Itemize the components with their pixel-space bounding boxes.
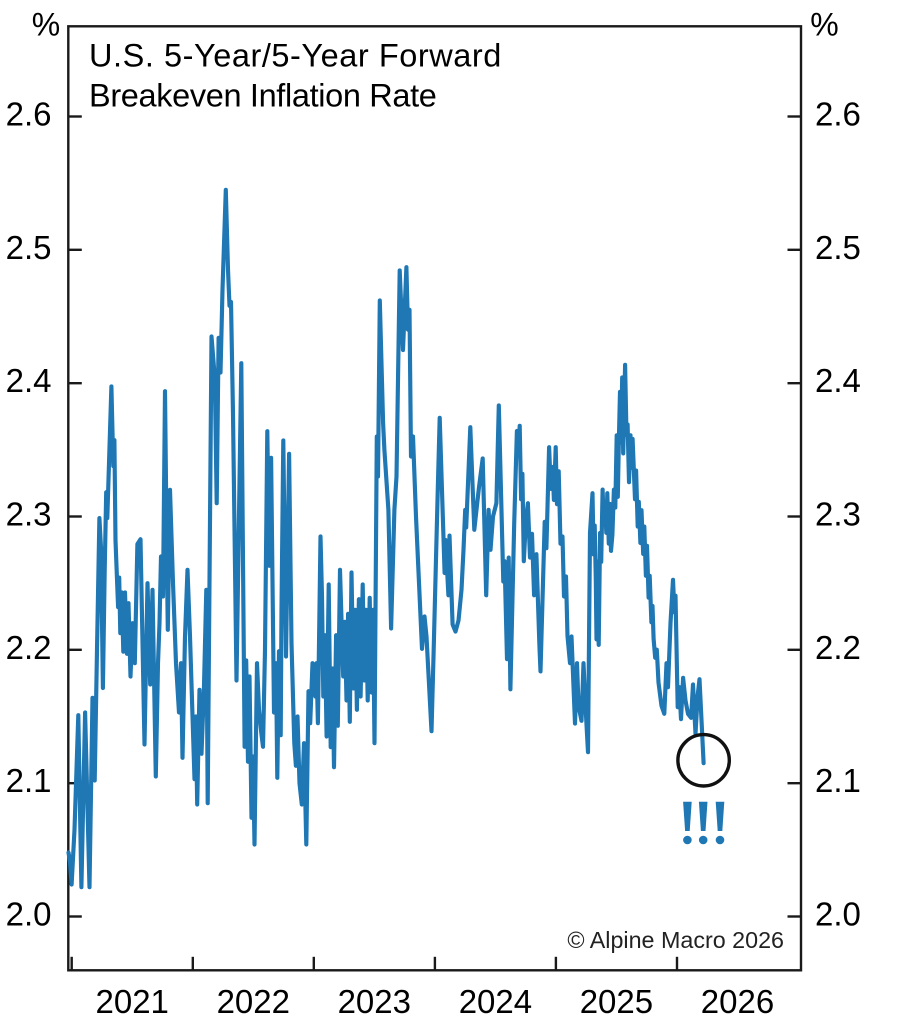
svg-text:2021: 2021 [95,983,168,1020]
svg-text:2.1: 2.1 [815,762,861,799]
svg-text:2025: 2025 [580,983,653,1020]
svg-text:2.0: 2.0 [6,896,52,933]
svg-text:2.0: 2.0 [815,896,861,933]
svg-text:2.3: 2.3 [6,496,52,533]
svg-text:2.5: 2.5 [815,229,861,266]
svg-text:2026: 2026 [701,983,774,1020]
svg-text:2.6: 2.6 [815,96,861,133]
svg-text:%: % [810,7,838,43]
svg-text:2024: 2024 [459,983,532,1020]
svg-text:2.1: 2.1 [6,762,52,799]
svg-text:2.4: 2.4 [6,362,52,399]
svg-text:© Alpine Macro 2026: © Alpine Macro 2026 [567,927,784,953]
svg-text:2022: 2022 [217,983,290,1020]
svg-text:%: % [32,7,60,43]
svg-text:2.5: 2.5 [6,229,52,266]
svg-text:2.2: 2.2 [815,629,861,666]
svg-text:U.S. 5-Year/5-Year Forward: U.S. 5-Year/5-Year Forward [89,38,502,74]
svg-text:Breakeven Inflation Rate: Breakeven Inflation Rate [89,78,437,114]
svg-text:2.6: 2.6 [6,96,52,133]
svg-text:2.3: 2.3 [815,496,861,533]
svg-text:2.2: 2.2 [6,629,52,666]
svg-text:2023: 2023 [338,983,411,1020]
svg-text:2.4: 2.4 [815,362,861,399]
